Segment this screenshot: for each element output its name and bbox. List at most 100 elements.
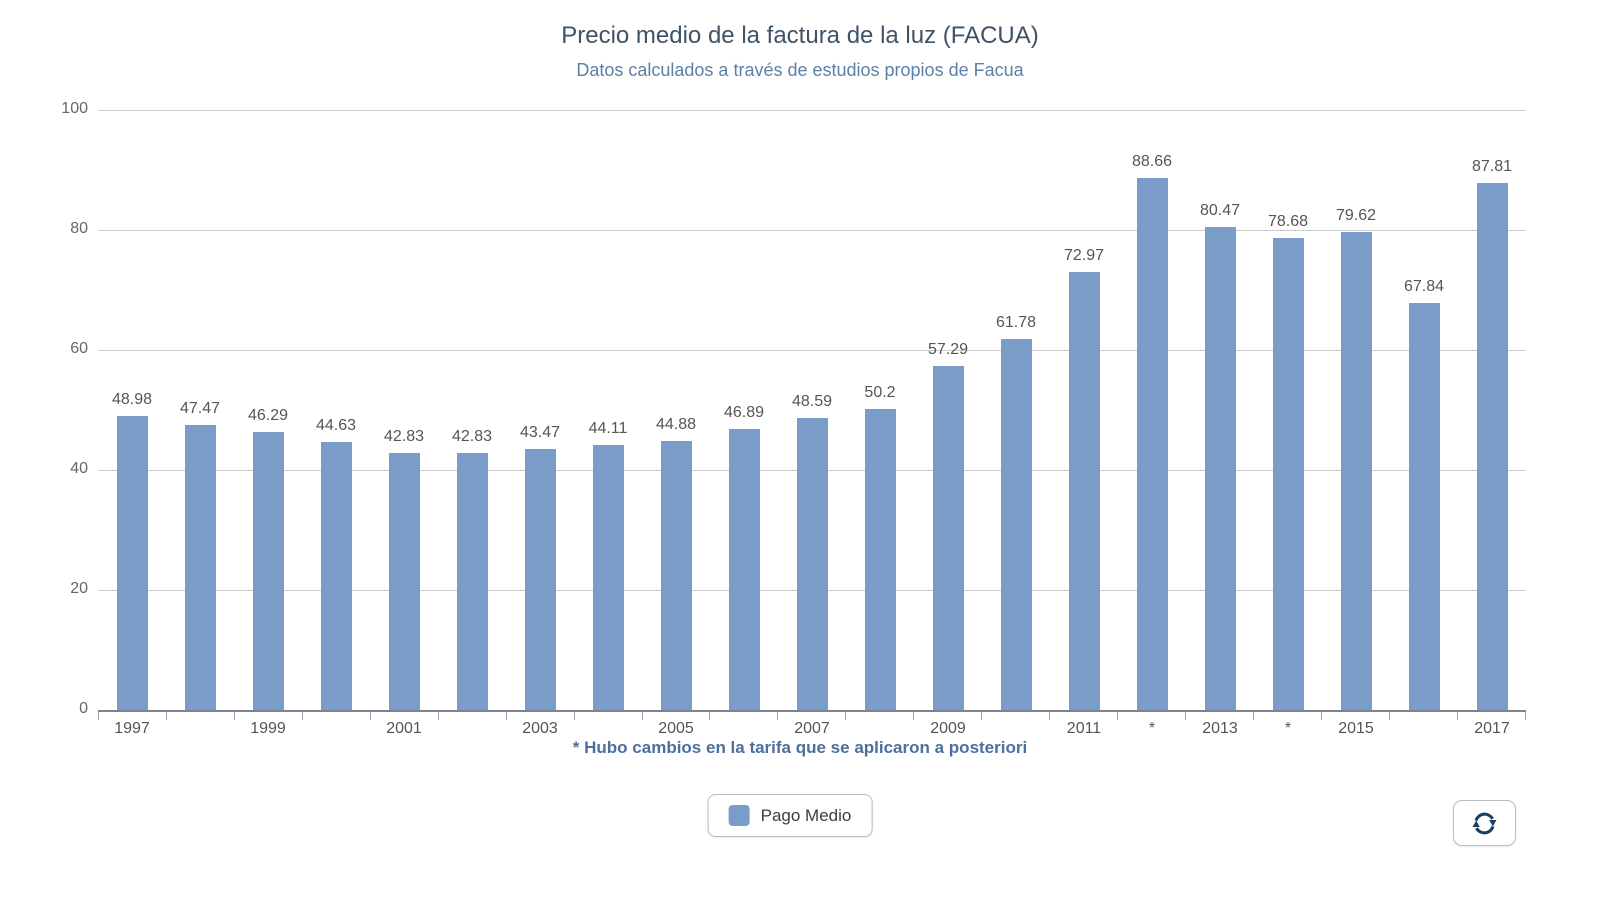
x-axis-label: 2011 xyxy=(1066,720,1102,737)
bar-value-label: 72.97 xyxy=(1063,247,1105,265)
x-axis-label: 1999 xyxy=(250,720,286,737)
bar-slot: 42.83 2001 xyxy=(370,110,438,737)
bar-slot: 61.78 xyxy=(982,110,1050,710)
axis-tick xyxy=(641,712,643,720)
bar-2014[interactable] xyxy=(1272,237,1304,710)
axis-tick xyxy=(709,712,711,720)
plot-area: 48.98 1997 47.47 46.29 1999 44.63 42.83 2001 42.… xyxy=(98,110,1526,737)
axis-tick xyxy=(1117,712,1119,720)
bar-value-label: 43.47 xyxy=(519,424,561,442)
bar-value-label: 88.66 xyxy=(1131,153,1173,171)
bar-value-label: 57.29 xyxy=(927,341,969,359)
bar-slot: 78.68 * xyxy=(1254,110,1322,737)
bar-slot: 44.11 xyxy=(574,110,642,710)
bar-2006[interactable] xyxy=(728,428,760,710)
x-axis-label: 2015 xyxy=(1338,720,1374,737)
bar-slot: 50.2 xyxy=(846,110,914,710)
bar-slot: 72.97 2011 xyxy=(1050,110,1118,737)
bar-1997[interactable] xyxy=(116,416,148,710)
chart-title: Precio medio de la factura de la luz (FA… xyxy=(561,22,1039,49)
bar-2005[interactable] xyxy=(660,440,692,710)
bar-slot: 48.59 2007 xyxy=(778,110,846,737)
legend-swatch xyxy=(728,805,750,826)
bar-slot: 57.29 2009 xyxy=(914,110,982,737)
bar-slot: 46.89 xyxy=(710,110,778,710)
bar-slot: 88.66 * xyxy=(1118,110,1186,737)
refresh-icon xyxy=(1472,812,1497,834)
x-axis-label: 2013 xyxy=(1202,720,1238,737)
bar-2009[interactable] xyxy=(932,366,964,710)
bar-slot: 79.62 2015 xyxy=(1322,110,1390,737)
gridline xyxy=(98,230,1526,231)
bar-2001[interactable] xyxy=(388,453,420,710)
bar-2013[interactable] xyxy=(1204,227,1236,710)
bar-value-label: 79.62 xyxy=(1335,207,1377,225)
bar-value-label: 46.89 xyxy=(723,403,765,421)
axis-tick xyxy=(777,712,779,720)
axis-tick xyxy=(1388,712,1390,720)
bar-slot: 48.98 1997 xyxy=(98,110,166,737)
gridline xyxy=(98,350,1526,351)
axis-tick xyxy=(437,712,439,720)
bar-value-label: 67.84 xyxy=(1403,277,1445,295)
y-axis-label: 20 xyxy=(70,580,88,597)
bar-value-label: 80.47 xyxy=(1199,202,1241,220)
bar-slot: 44.88 2005 xyxy=(642,110,710,737)
bar-value-label: 50.2 xyxy=(864,383,896,401)
bar-value-label: 61.78 xyxy=(995,314,1037,332)
bar-2000[interactable] xyxy=(320,442,352,710)
bar-2008[interactable] xyxy=(864,408,896,710)
bar-2002[interactable] xyxy=(456,453,488,710)
bar-2004[interactable] xyxy=(592,445,624,710)
bar-2003[interactable] xyxy=(524,449,556,710)
x-axis-label: * xyxy=(1284,720,1292,737)
x-axis-label: 1997 xyxy=(114,720,150,737)
bar-slot: 46.29 1999 xyxy=(234,110,302,737)
gridline xyxy=(98,110,1526,111)
y-axis-label: 100 xyxy=(61,100,88,117)
axis-tick xyxy=(1049,712,1051,720)
bar-2017[interactable] xyxy=(1476,183,1508,710)
bar-value-label: 78.68 xyxy=(1267,212,1309,230)
bar-series: 48.98 1997 47.47 46.29 1999 44.63 42.83 2001 42.… xyxy=(98,110,1526,737)
x-axis-label: 2005 xyxy=(658,720,694,737)
legend-label: Pago Medio xyxy=(760,805,852,825)
bar-2011[interactable] xyxy=(1068,272,1100,710)
bar-value-label: 44.63 xyxy=(315,417,357,435)
axis-tick xyxy=(1185,712,1186,720)
axis-tick xyxy=(1456,712,1458,720)
chart-subtitle: Datos calculados a través de estudios pr… xyxy=(576,60,1024,80)
x-axis-label: 2017 xyxy=(1474,720,1510,737)
bar-2010[interactable] xyxy=(1000,339,1032,710)
legend-pago-medio[interactable]: Pago Medio xyxy=(707,794,873,837)
bar-slot: 47.47 xyxy=(166,110,234,710)
bar-value-label: 44.11 xyxy=(588,420,628,438)
bar-2015[interactable] xyxy=(1340,232,1372,710)
bar-slot: 43.47 2003 xyxy=(506,110,574,737)
axis-tick xyxy=(1252,712,1254,720)
bar-1998[interactable] xyxy=(184,425,216,710)
x-axis-label: 2009 xyxy=(930,720,966,737)
axis-tick xyxy=(165,712,167,720)
bar-slot: 87.81 2017 xyxy=(1458,110,1526,737)
x-axis-label: 2007 xyxy=(794,720,830,737)
bar-2007[interactable] xyxy=(796,418,828,710)
refresh-button[interactable] xyxy=(1453,800,1516,846)
bar-2012[interactable] xyxy=(1136,178,1168,710)
y-axis-label: 80 xyxy=(70,220,88,237)
bar-slot: 44.63 xyxy=(302,110,370,710)
bar-slot: 67.84 xyxy=(1390,110,1458,710)
x-axis-label: 2003 xyxy=(522,720,558,737)
x-axis-label: * xyxy=(1148,720,1156,737)
axis-tick xyxy=(233,712,235,720)
y-axis-label: 60 xyxy=(70,340,88,357)
axis-tick xyxy=(913,712,915,720)
bar-value-label: 42.83 xyxy=(383,428,425,446)
bar-1999[interactable] xyxy=(252,432,284,710)
axis-tick xyxy=(98,712,99,720)
bar-2016[interactable] xyxy=(1408,302,1440,710)
axis-tick xyxy=(505,712,507,720)
bar-value-label: 44.88 xyxy=(655,415,697,433)
bar-value-label: 42.83 xyxy=(451,428,493,446)
